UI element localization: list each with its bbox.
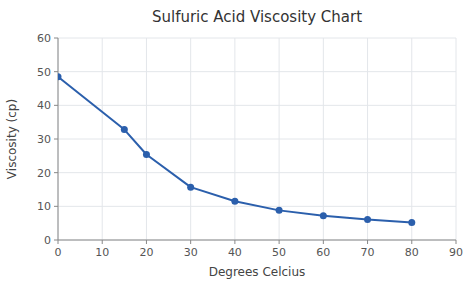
tick-mark-x	[58, 240, 59, 244]
series	[58, 73, 415, 226]
tick-label-x: 30	[184, 246, 198, 259]
tick-mark-y	[54, 105, 58, 106]
tick-mark-x	[102, 240, 103, 244]
tick-mark-x	[411, 240, 412, 244]
tick-mark-x	[456, 240, 457, 244]
tick-mark-x	[190, 240, 191, 244]
tick-mark-x	[146, 240, 147, 244]
tick-mark-x	[323, 240, 324, 244]
grid-line-y	[58, 38, 456, 39]
x-axis-label: Degrees Celcius	[209, 265, 306, 279]
tick-mark-x	[234, 240, 235, 244]
grid-line-y	[58, 240, 456, 241]
tick-label-y: 60	[37, 32, 51, 45]
point	[276, 207, 283, 214]
grid-line-x	[58, 38, 59, 240]
grid-line-y	[58, 139, 456, 140]
tick-label-x: 40	[228, 246, 242, 259]
ticks: 0 10 20 30 40 50 60 70 80 90 0 10 20 30 40 50 60	[37, 32, 463, 259]
axis-y	[58, 38, 59, 240]
point	[320, 212, 327, 219]
tick-label-x: 70	[361, 246, 375, 259]
y-axis-label: Viscosity (cp)	[5, 99, 19, 179]
tick-label-x: 90	[449, 246, 463, 259]
grid-line-y	[58, 105, 456, 106]
point	[58, 73, 62, 80]
tick-mark-y	[54, 139, 58, 140]
tick-label-y: 20	[37, 167, 51, 180]
tick-label-x: 0	[55, 246, 62, 259]
chart-container: 0 10 20 30 40 50 60 70 80 90 0 10 20 30 40 50 60 Sulfuric…	[0, 0, 474, 284]
tick-mark-y	[54, 206, 58, 207]
plot-area	[58, 38, 456, 240]
point	[143, 151, 150, 158]
point	[121, 126, 128, 133]
tick-mark-x	[279, 240, 280, 244]
tick-label-x: 20	[139, 246, 153, 259]
point	[364, 216, 371, 223]
line	[58, 77, 412, 223]
grid-line-y	[58, 71, 456, 72]
tick-label-y: 0	[44, 234, 51, 247]
tick-mark-y	[54, 172, 58, 173]
axis-x	[58, 240, 456, 241]
tick-label-y: 40	[37, 99, 51, 112]
tick-mark-y	[54, 38, 58, 39]
point	[408, 219, 415, 226]
title: Sulfuric Acid Viscosity Chart	[152, 8, 362, 26]
tick-label-y: 50	[37, 66, 51, 79]
point	[187, 184, 194, 191]
tick-mark-x	[367, 240, 368, 244]
tick-label-x: 60	[316, 246, 330, 259]
tick-label-x: 50	[272, 246, 286, 259]
tick-label-x: 80	[405, 246, 419, 259]
tick-label-y: 10	[37, 200, 51, 213]
grid	[58, 38, 456, 240]
grid-line-y	[58, 172, 456, 173]
chart: 0 10 20 30 40 50 60 70 80 90 0 10 20 30 40 50 60 Sulfuric…	[0, 0, 474, 284]
tick-label-y: 30	[37, 133, 51, 146]
tick-label-x: 10	[95, 246, 109, 259]
point	[231, 198, 238, 205]
tick-mark-y	[54, 240, 58, 241]
tick-mark-y	[54, 71, 58, 72]
